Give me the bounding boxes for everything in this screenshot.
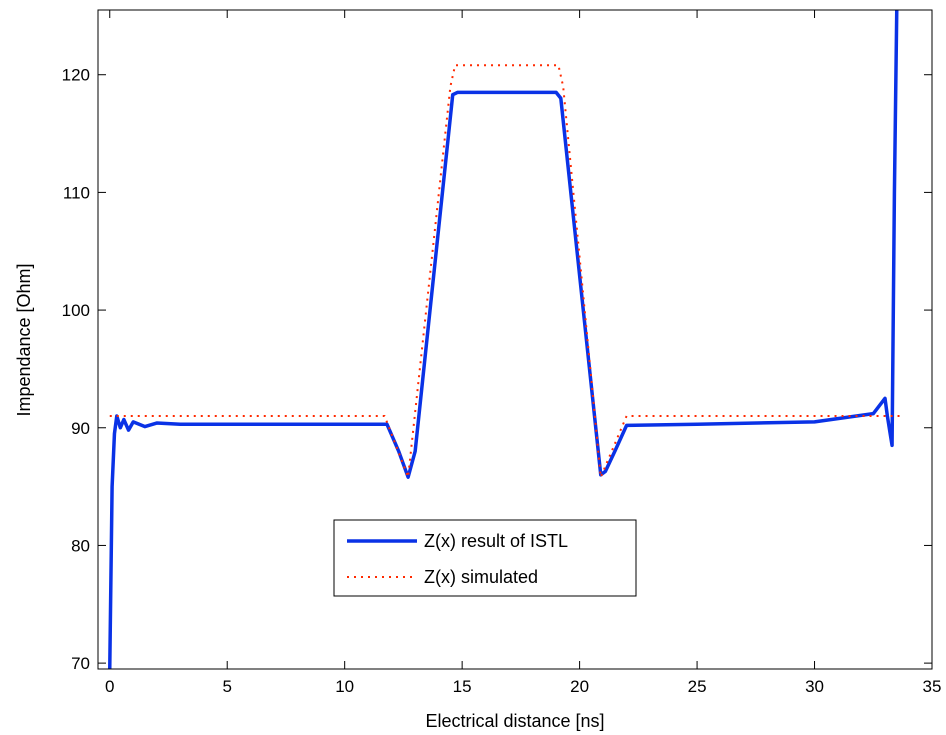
x-axis-label: Electrical distance [ns] xyxy=(425,711,604,731)
x-tick-label-1: 5 xyxy=(222,677,231,696)
x-tick-label-0: 0 xyxy=(105,677,114,696)
x-tick-label-7: 35 xyxy=(923,677,942,696)
y-tick-label-0: 70 xyxy=(71,654,90,673)
y-tick-label-2: 90 xyxy=(71,419,90,438)
y-tick-label-1: 80 xyxy=(71,536,90,555)
series-layer xyxy=(108,10,904,669)
x-axis-ticks: 0 5 10 15 20 25 30 35 xyxy=(105,10,941,696)
x-tick-label-4: 20 xyxy=(570,677,589,696)
y-axis-ticks: 70 80 90 100 110 120 xyxy=(62,66,932,673)
x-tick-label-6: 30 xyxy=(805,677,824,696)
y-tick-label-4: 110 xyxy=(63,183,90,202)
y-axis-label: Impendance [Ohm] xyxy=(14,263,34,416)
series-line-1 xyxy=(109,64,904,479)
x-tick-label-2: 10 xyxy=(335,677,354,696)
y-tick-label-3: 100 xyxy=(62,301,90,320)
legend-box xyxy=(333,519,637,597)
legend: Z(x) result of ISTL Z(x) simulated xyxy=(333,519,637,597)
y-tick-label-5: 120 xyxy=(62,66,90,85)
series-line-0 xyxy=(108,10,899,669)
legend-label-istl: Z(x) result of ISTL xyxy=(424,531,568,551)
legend-label-simulated: Z(x) simulated xyxy=(424,567,538,587)
x-tick-label-3: 15 xyxy=(453,677,472,696)
x-tick-label-5: 25 xyxy=(688,677,707,696)
plot-frame xyxy=(97,9,933,670)
